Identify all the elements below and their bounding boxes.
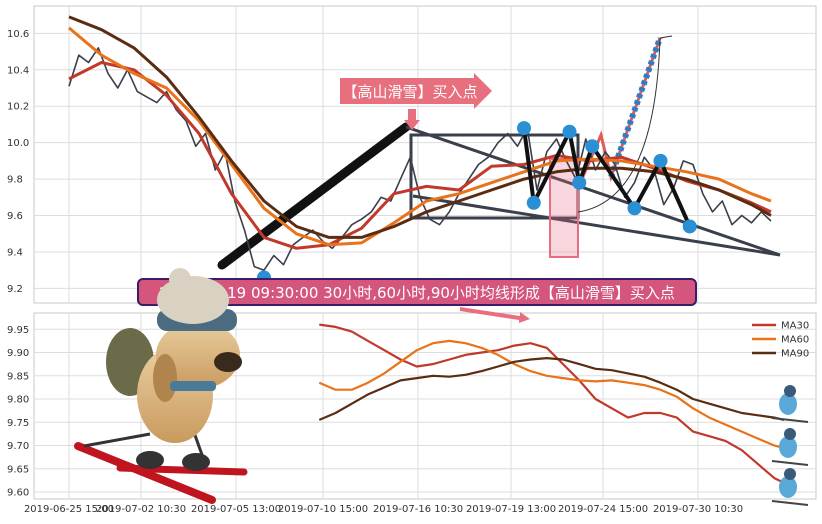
lower-trend-line [412,194,781,257]
bottom-y-axis: 9.60 9.65 9.70 9.75 9.80 9.85 9.90 9.95 [7,325,29,499]
top-y-axis: 9.2 9.4 9.6 9.8 10.0 10.2 10.4 10.6 [7,29,29,295]
projection-blue [608,37,663,178]
projection-tip [659,35,673,39]
pattern-point [682,219,697,234]
x-tick-label: 2019-07-05 13:00 [191,504,281,515]
top-y-tick-label: 10.4 [7,65,29,76]
legend-label-ma60: MA60 [781,335,809,346]
skier-icon-body [779,393,797,415]
pattern-point [627,201,642,216]
top-y-tick-label: 9.6 [7,211,23,222]
x-tick-label: 2019-07-30 10:30 [653,504,743,515]
banner-label: 【高山滑雪】买入点 [342,83,477,101]
pattern-point [572,175,587,190]
x-tick-label: 2019-07-19 13:00 [466,504,556,515]
legend-label-ma30: MA30 [781,321,809,332]
skier-icon-body [779,476,797,498]
top-y-tick-label: 9.2 [7,284,23,295]
skiing-dog-illustration [74,268,248,504]
ramp-line [217,122,411,270]
zigzag-line [522,127,692,228]
bottom-series-ma90 [318,357,785,421]
skier-icon-head [784,385,796,397]
chart-title: 2019-07-19 09:30:00 30小时,60小时,90小时均线形成【高… [159,284,675,302]
skier-icon-body [779,436,797,458]
bottom-y-tick-label: 9.75 [7,418,29,429]
bottom-y-tick-label: 9.85 [7,371,29,382]
pattern-points [257,121,697,285]
skier-icon-ski [771,460,809,466]
skier-icon-head [784,468,796,480]
bottom-title-box: 2019-07-19 09:30:00 30小时,60小时,90小时均线形成【高… [137,278,697,323]
x-tick-label: 2019-07-24 15:00 [558,504,648,515]
pattern-point [562,124,577,139]
skier-icon-ski [771,417,809,423]
top-panel-frame [33,5,817,304]
x-tick-label: 2019-06-25 15:00 [24,504,114,515]
bottom-series-ma60 [318,339,785,449]
bottom-y-tick-label: 9.95 [7,325,29,336]
top-y-tick-label: 9.8 [7,175,23,186]
title-background [137,278,697,306]
legend-label-ma90: MA90 [781,349,809,360]
upper-trend-line [405,125,781,257]
pattern-point [585,139,600,154]
x-tick-label: 2019-07-10 15:00 [278,504,368,515]
bottom-y-tick-label: 9.65 [7,464,29,475]
banner-arrow-shape [340,73,492,109]
pattern-point [517,121,531,136]
top-y-tick-label: 10.0 [7,138,29,149]
top-y-tick-label: 9.4 [7,247,23,258]
pattern-point [526,195,541,210]
buy-point-banner: 【高山滑雪】买入点 [340,73,492,130]
pattern-point [653,153,668,168]
title-pointer-arrow [460,307,530,323]
bottom-y-tick-label: 9.90 [7,348,29,359]
legend: MA30 MA60 MA90 [752,321,809,360]
x-tick-label: 2019-07-02 10:30 [96,504,186,515]
zigzag-path [522,127,692,228]
bottom-series [318,323,785,484]
top-y-tick-label: 10.6 [7,29,29,40]
skier-icons [771,385,809,506]
bottom-series-ma30 [319,323,785,484]
skier-icon-ski [771,500,809,506]
bottom-y-tick-label: 9.80 [7,395,29,406]
x-tick-label: 2019-07-16 10:30 [373,504,463,515]
bottom-y-tick-label: 9.70 [7,441,29,452]
bottom-y-tick-label: 9.60 [7,488,29,499]
skier-icon-head [784,428,796,440]
top-y-tick-label: 10.2 [7,102,29,113]
banner-down-arrow [404,109,420,130]
